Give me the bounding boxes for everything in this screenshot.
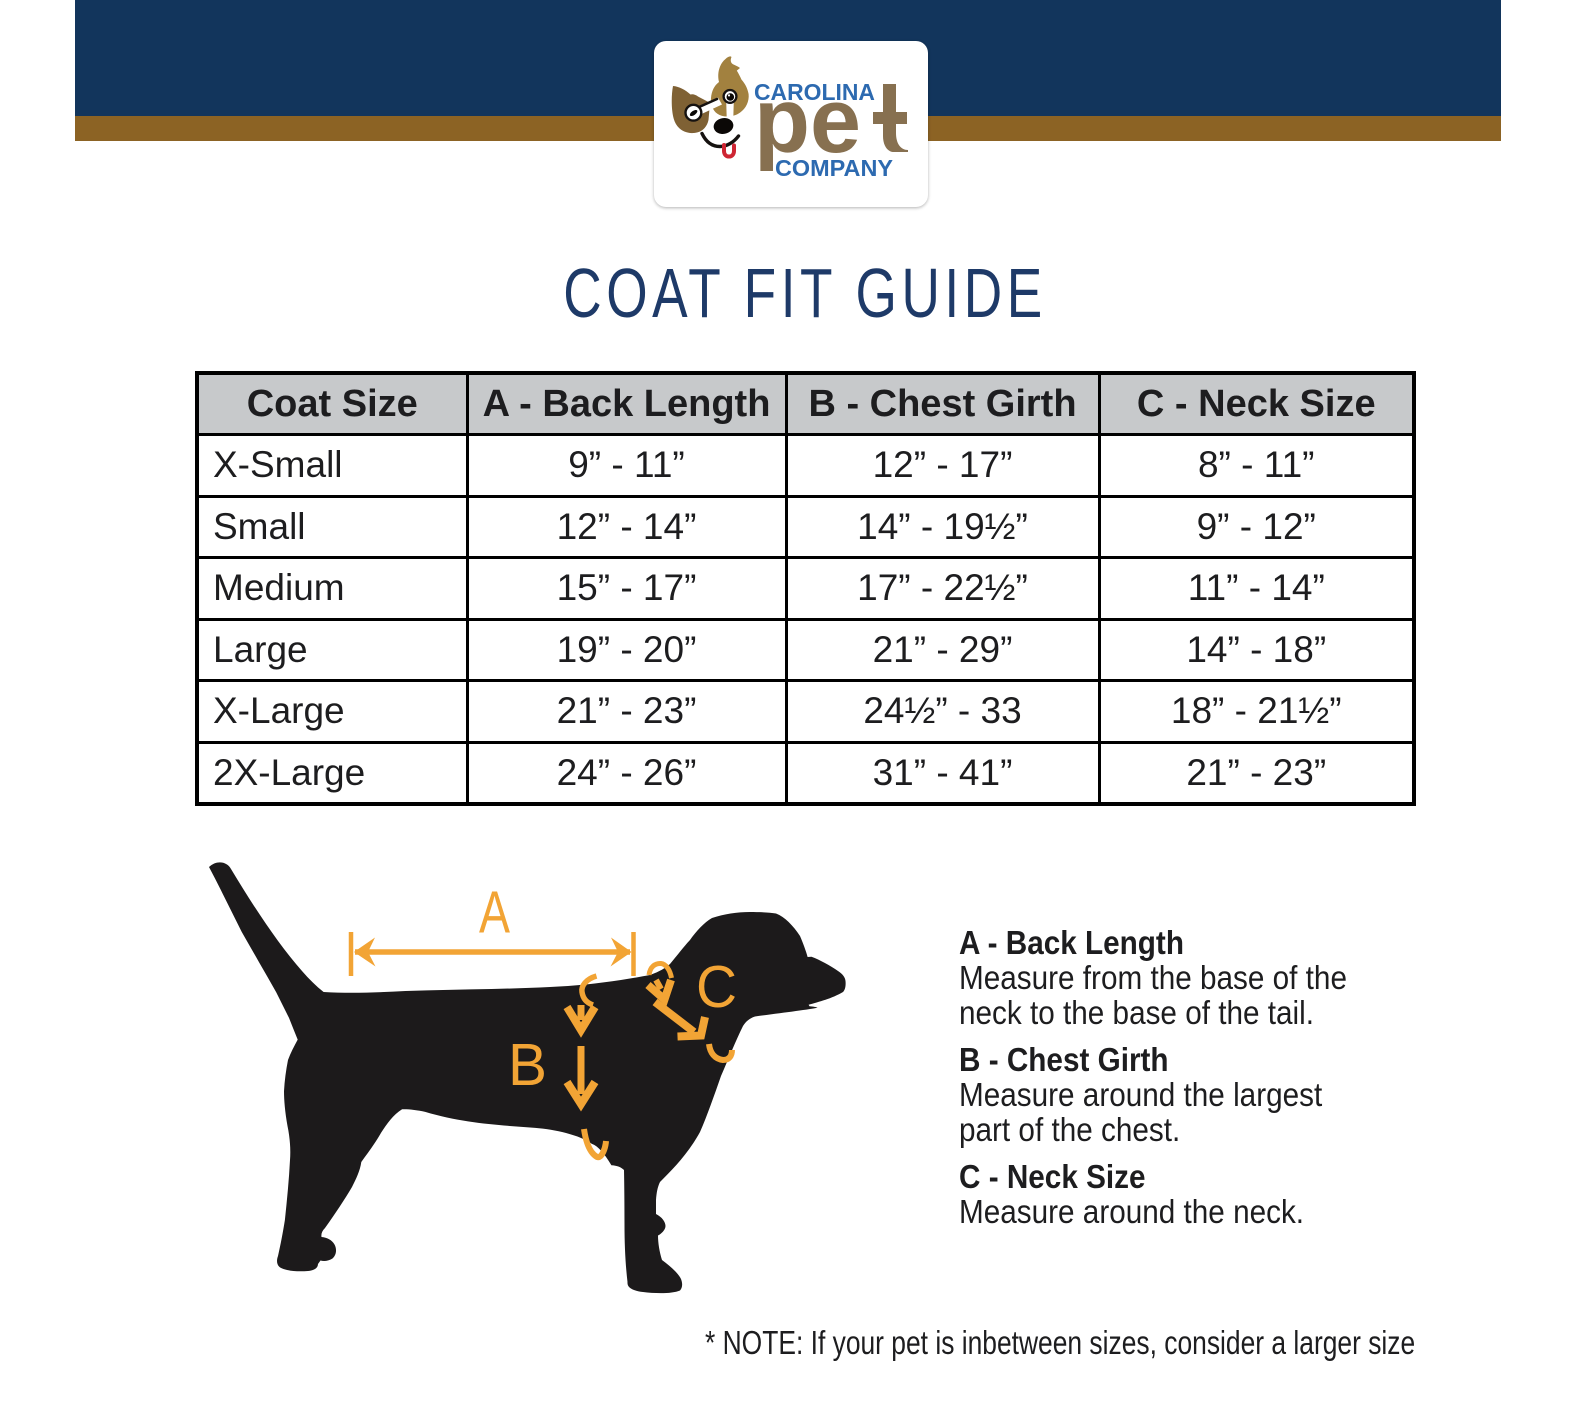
svg-text:CAROLINA: CAROLINA <box>754 79 875 105</box>
svg-text:pe: pe <box>754 70 861 172</box>
svg-text:A: A <box>479 880 511 946</box>
svg-text:B: B <box>508 1032 547 1098</box>
svg-text:C: C <box>696 954 737 1020</box>
svg-text:COMPANY: COMPANY <box>775 155 893 181</box>
